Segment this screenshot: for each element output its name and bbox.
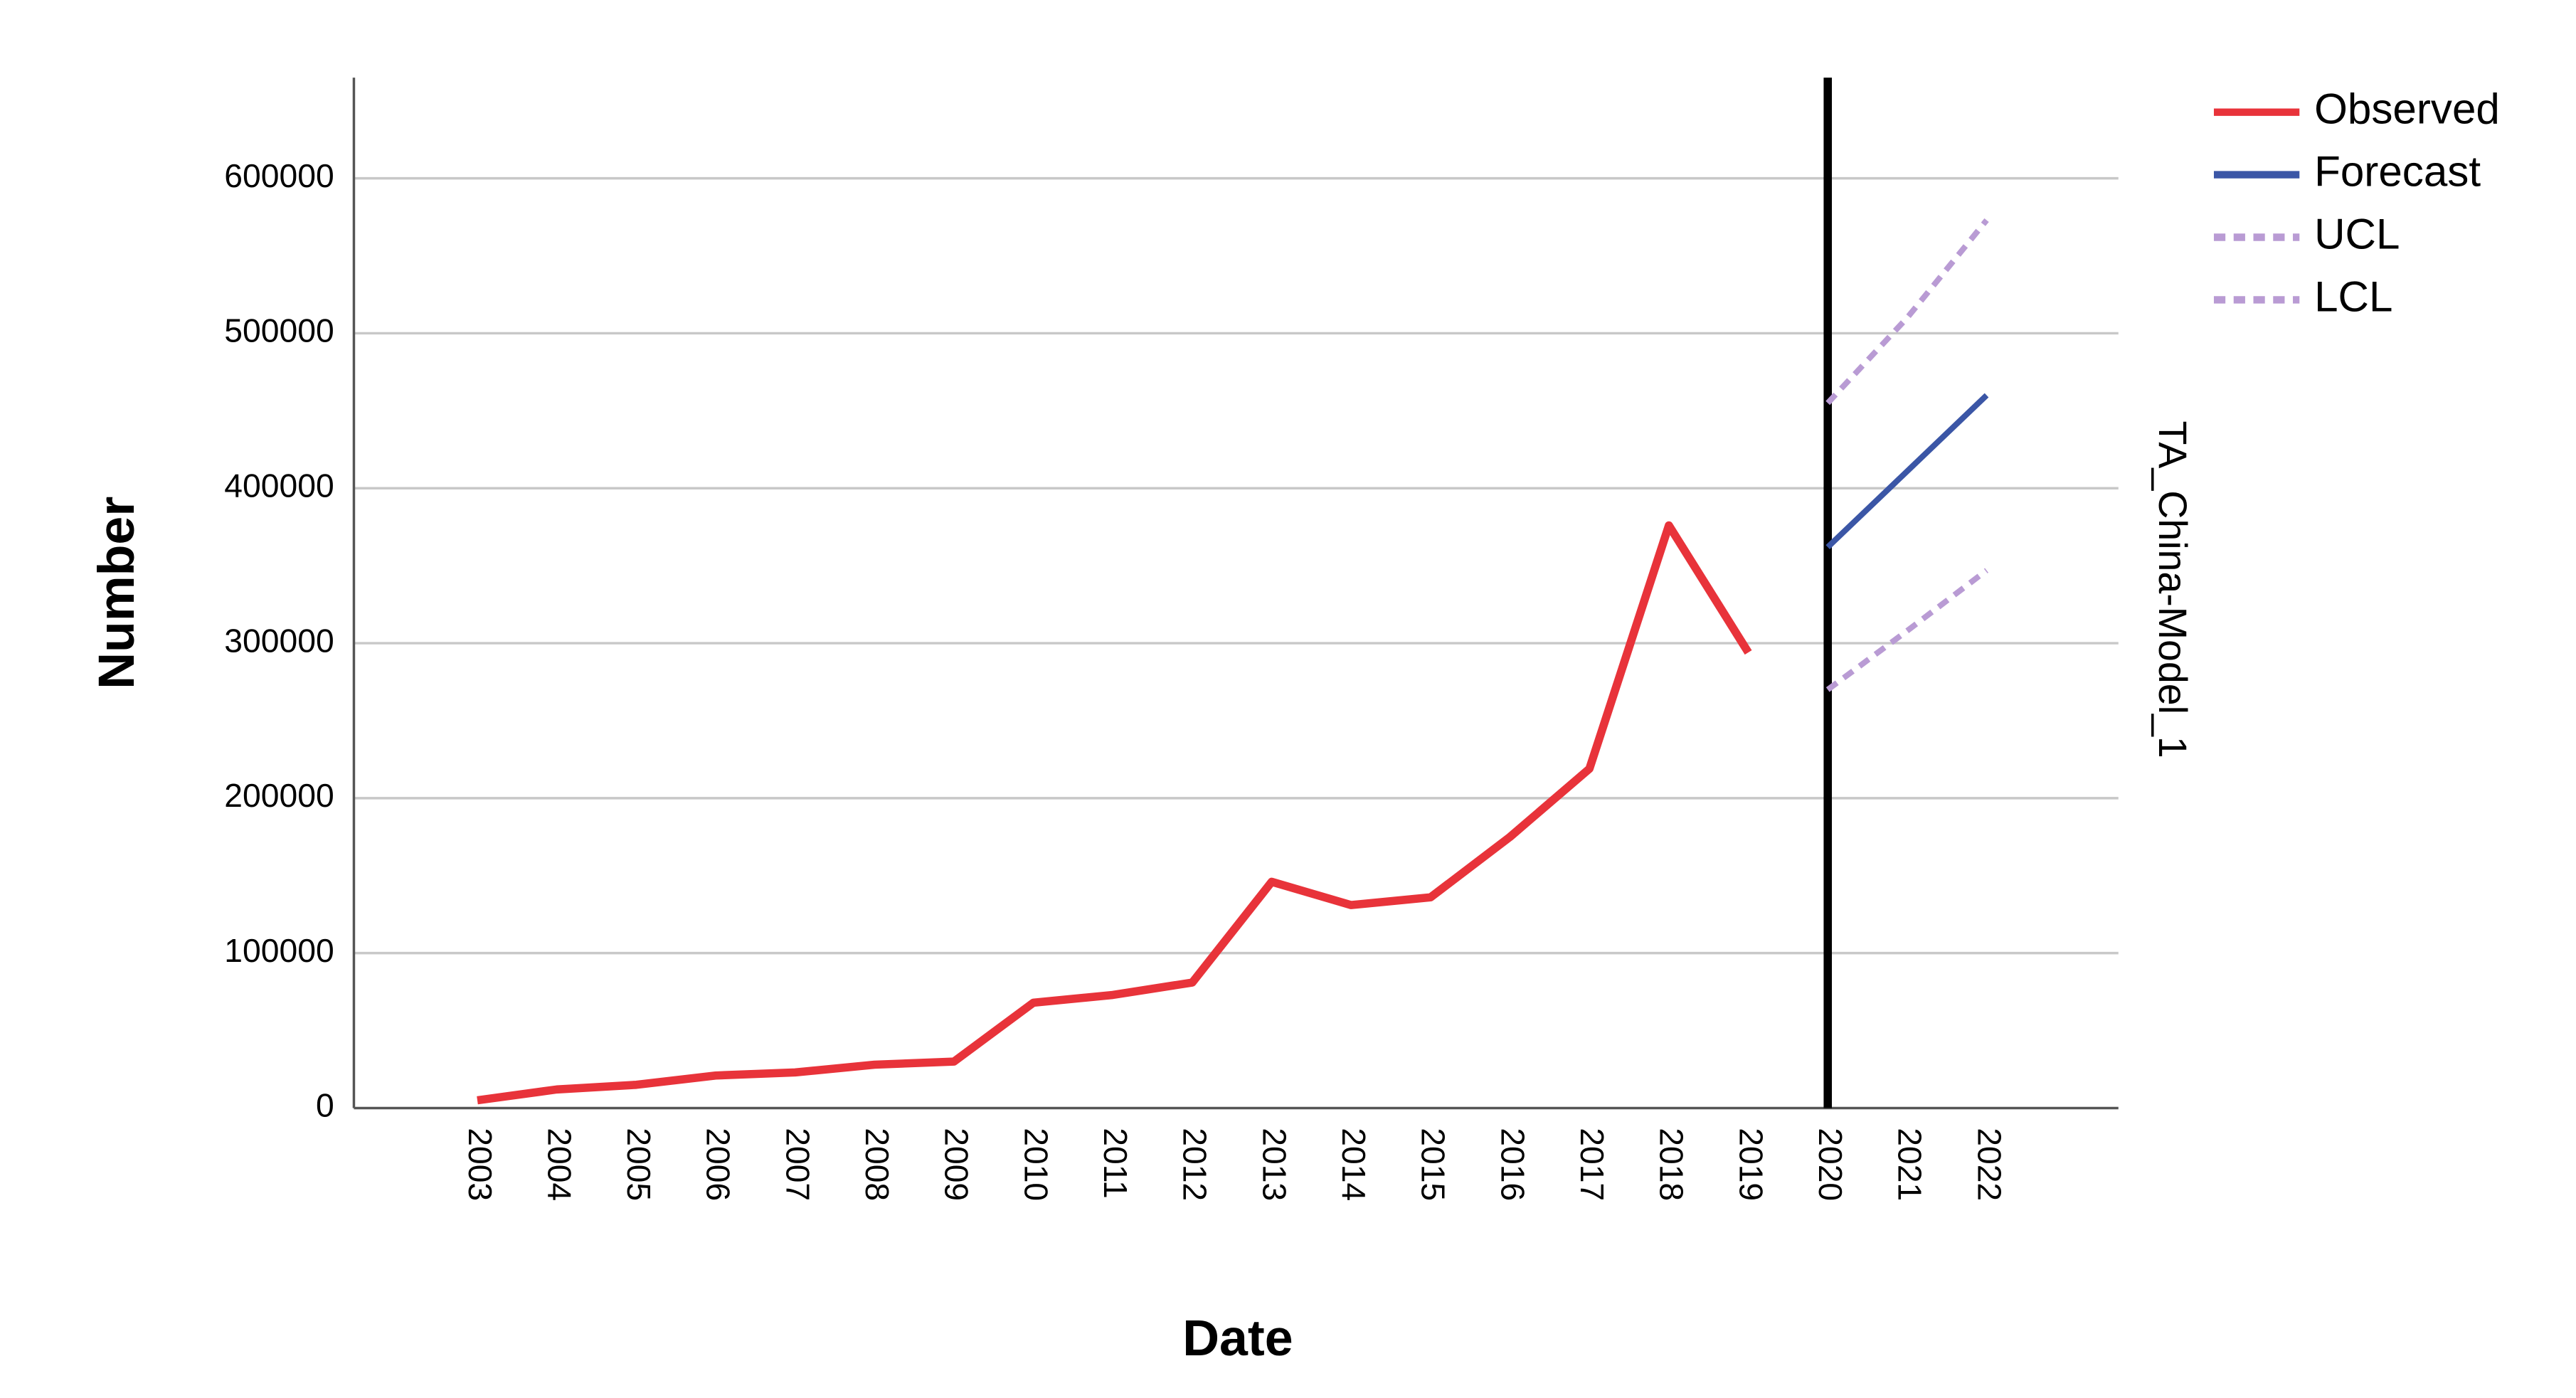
y-tick-label: 100000 <box>224 932 334 969</box>
x-tick-label: 2022 <box>1971 1128 2008 1201</box>
x-tick-label: 2008 <box>859 1128 896 1201</box>
legend-label: Observed <box>2314 85 2500 133</box>
series-line <box>1825 218 1989 406</box>
x-tick-label: 2007 <box>779 1128 816 1201</box>
x-tick-label: 2017 <box>1574 1128 1611 1201</box>
y-tick-label: 400000 <box>224 467 334 504</box>
x-tick-label: 2021 <box>1892 1128 1929 1201</box>
x-tick-label: 2005 <box>620 1128 657 1201</box>
side-label: TA_China-Model_1 <box>2151 421 2195 758</box>
series-line <box>1825 393 1989 549</box>
x-tick-label: 2016 <box>1494 1128 1531 1201</box>
x-tick-label: 2009 <box>938 1128 975 1201</box>
x-tick-label: 2013 <box>1256 1128 1293 1201</box>
x-tick-label: 2006 <box>700 1128 737 1201</box>
x-tick-label: 2004 <box>541 1128 578 1201</box>
legend-label: LCL <box>2314 272 2392 320</box>
series-line <box>1825 568 1988 692</box>
x-tick-label: 2003 <box>462 1128 499 1201</box>
y-tick-label: 600000 <box>224 157 334 194</box>
x-tick-label: 2018 <box>1653 1128 1690 1201</box>
x-tick-label: 2015 <box>1415 1128 1452 1201</box>
x-tick-label: 2011 <box>1097 1128 1134 1199</box>
y-tick-label: 500000 <box>224 312 334 349</box>
y-tick-label: 300000 <box>224 622 334 659</box>
y-axis-title: Number <box>88 497 145 689</box>
x-tick-label: 2010 <box>1017 1128 1054 1201</box>
x-tick-label: 2019 <box>1732 1128 1769 1201</box>
x-tick-label: 2012 <box>1177 1128 1214 1201</box>
x-tick-label: 2020 <box>1812 1128 1849 1201</box>
legend-label: UCL <box>2314 210 2400 258</box>
y-tick-label: 0 <box>316 1087 334 1124</box>
x-tick-label: 2014 <box>1335 1128 1372 1201</box>
x-axis-title: Date <box>1182 1310 1293 1367</box>
legend-label: Forecast <box>2314 147 2481 195</box>
series-line <box>477 521 1752 1105</box>
y-tick-label: 200000 <box>224 777 334 814</box>
